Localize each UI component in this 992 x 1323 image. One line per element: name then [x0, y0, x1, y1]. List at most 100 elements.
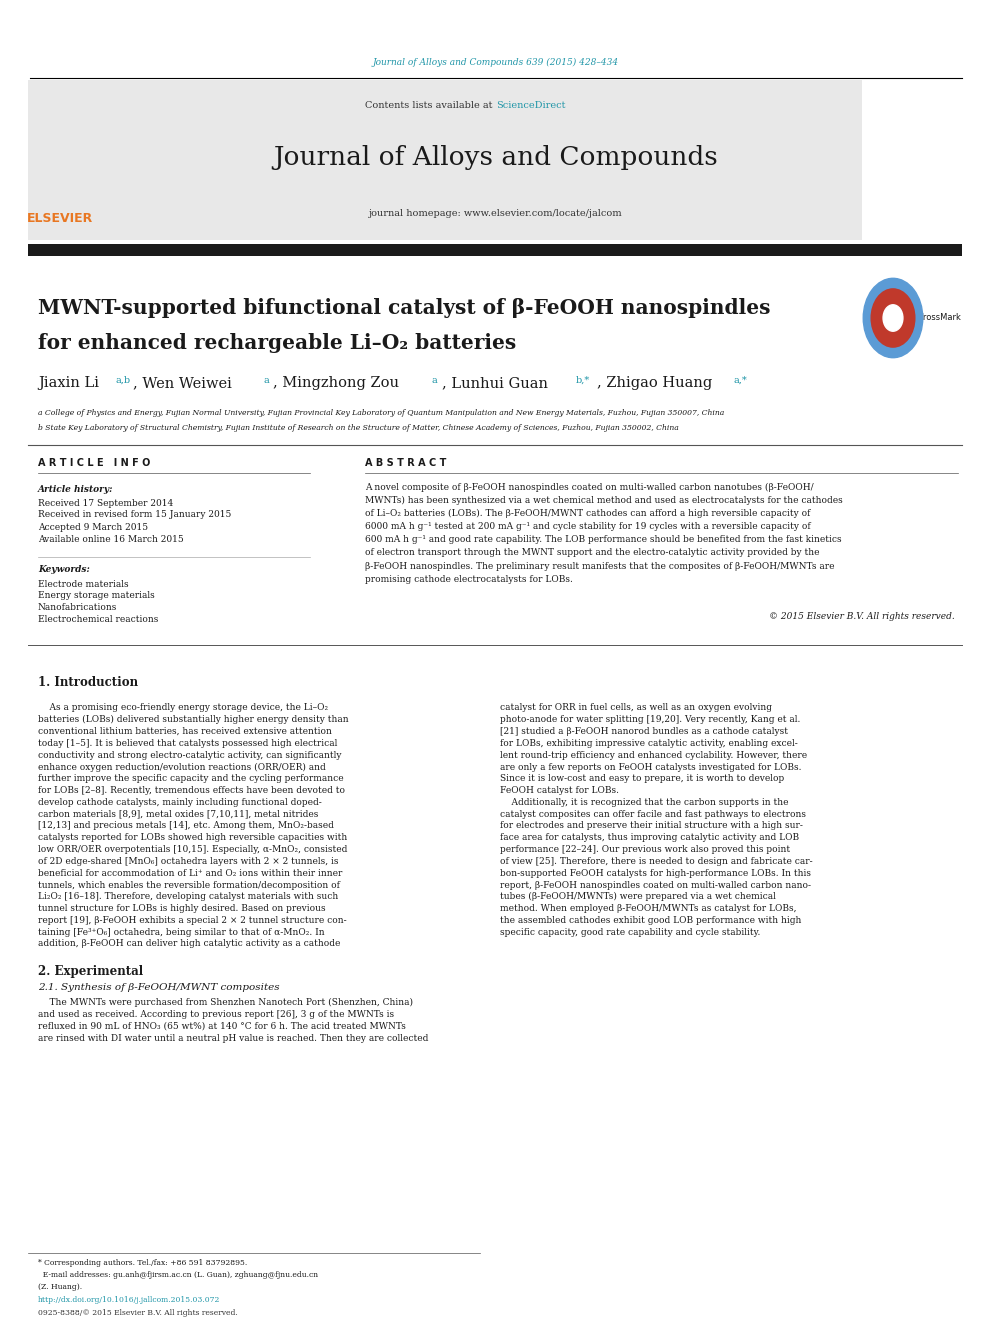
Text: tunnels, which enables the reversible formation/decomposition of: tunnels, which enables the reversible fo…: [38, 881, 340, 889]
Text: , Mingzhong Zou: , Mingzhong Zou: [273, 376, 399, 390]
Text: a College of Physics and Energy, Fujian Normal University, Fujian Provincial Key: a College of Physics and Energy, Fujian …: [38, 409, 724, 417]
Text: Received 17 September 2014: Received 17 September 2014: [38, 499, 174, 508]
Text: A novel composite of β-FeOOH nanospindles coated on multi-walled carbon nanotube: A novel composite of β-FeOOH nanospindle…: [365, 483, 813, 492]
Text: the assembled cathodes exhibit good LOB performance with high: the assembled cathodes exhibit good LOB …: [500, 916, 802, 925]
Text: addition, β-FeOOH can deliver high catalytic activity as a cathode: addition, β-FeOOH can deliver high catal…: [38, 939, 340, 949]
Text: beneficial for accommodation of Li⁺ and O₂ ions within their inner: beneficial for accommodation of Li⁺ and …: [38, 869, 342, 877]
Text: Contents lists available at: Contents lists available at: [365, 101, 496, 110]
Text: Journal of Alloys and Compounds: Journal of Alloys and Compounds: [274, 146, 718, 171]
Text: report [19], β-FeOOH exhibits a special 2 × 2 tunnel structure con-: report [19], β-FeOOH exhibits a special …: [38, 916, 346, 925]
Text: As a promising eco-friendly energy storage device, the Li–O₂: As a promising eco-friendly energy stora…: [38, 704, 328, 713]
Text: ELSEVIER: ELSEVIER: [27, 212, 93, 225]
Circle shape: [883, 304, 903, 331]
Text: 1. Introduction: 1. Introduction: [38, 676, 138, 689]
Text: a: a: [432, 376, 437, 385]
Text: method. When employed β-FeOOH/MWNTs as catalyst for LOBs,: method. When employed β-FeOOH/MWNTs as c…: [500, 904, 797, 913]
Text: Available online 16 March 2015: Available online 16 March 2015: [38, 534, 184, 544]
Text: (Z. Huang).: (Z. Huang).: [38, 1283, 82, 1291]
Text: Electrode materials: Electrode materials: [38, 579, 129, 589]
Bar: [28, 79, 862, 239]
Text: Since it is low-cost and easy to prepare, it is worth to develop: Since it is low-cost and easy to prepare…: [500, 774, 785, 783]
Text: conductivity and strong electro-catalytic activity, can significantly: conductivity and strong electro-catalyti…: [38, 750, 341, 759]
Text: for LOBs, exhibiting impressive catalytic activity, enabling excel-: for LOBs, exhibiting impressive catalyti…: [500, 740, 798, 747]
Text: Nanofabrications: Nanofabrications: [38, 603, 117, 613]
Text: MWNTs) has been synthesized via a wet chemical method and used as electrocatalys: MWNTs) has been synthesized via a wet ch…: [365, 496, 843, 505]
Text: low ORR/OER overpotentials [10,15]. Especially, α-MnO₂, consisted: low ORR/OER overpotentials [10,15]. Espe…: [38, 845, 347, 855]
Text: A B S T R A C T: A B S T R A C T: [365, 458, 446, 468]
Text: enhance oxygen reduction/evolution reactions (ORR/OER) and: enhance oxygen reduction/evolution react…: [38, 762, 325, 771]
Text: Article history:: Article history:: [38, 484, 113, 493]
Text: catalyst composites can offer facile and fast pathways to electrons: catalyst composites can offer facile and…: [500, 810, 806, 819]
Text: b State Key Laboratory of Structural Chemistry, Fujian Institute of Research on : b State Key Laboratory of Structural Che…: [38, 423, 679, 433]
Text: promising cathode electrocatalysts for LOBs.: promising cathode electrocatalysts for L…: [365, 576, 572, 583]
Text: a: a: [263, 376, 269, 385]
Text: tubes (β-FeOOH/MWNTs) were prepared via a wet chemical: tubes (β-FeOOH/MWNTs) were prepared via …: [500, 892, 776, 901]
Text: performance [22–24]. Our previous work also proved this point: performance [22–24]. Our previous work a…: [500, 845, 790, 855]
Text: carbon materials [8,9], metal oxides [7,10,11], metal nitrides: carbon materials [8,9], metal oxides [7,…: [38, 810, 318, 819]
Text: Additionally, it is recognized that the carbon supports in the: Additionally, it is recognized that the …: [500, 798, 789, 807]
Text: Energy storage materials: Energy storage materials: [38, 591, 155, 601]
Text: report, β-FeOOH nanospindles coated on multi-walled carbon nano-: report, β-FeOOH nanospindles coated on m…: [500, 881, 811, 889]
Text: ScienceDirect: ScienceDirect: [496, 101, 565, 110]
Text: FeOOH catalyst for LOBs.: FeOOH catalyst for LOBs.: [500, 786, 619, 795]
Text: taining [Fe³⁺O₆] octahedra, being similar to that of α-MnO₂. In: taining [Fe³⁺O₆] octahedra, being simila…: [38, 927, 324, 937]
Text: are only a few reports on FeOOH catalysts investigated for LOBs.: are only a few reports on FeOOH catalyst…: [500, 762, 802, 771]
Text: a,*: a,*: [734, 376, 748, 385]
Text: for LOBs [2–8]. Recently, tremendous effects have been devoted to: for LOBs [2–8]. Recently, tremendous eff…: [38, 786, 345, 795]
Text: [21] studied a β-FeOOH nanorod bundles as a cathode catalyst: [21] studied a β-FeOOH nanorod bundles a…: [500, 728, 788, 736]
Text: refluxed in 90 mL of HNO₃ (65 wt%) at 140 °C for 6 h. The acid treated MWNTs: refluxed in 90 mL of HNO₃ (65 wt%) at 14…: [38, 1021, 406, 1031]
Text: 600 mA h g⁻¹ and good rate capability. The LOB performance should be benefited f: 600 mA h g⁻¹ and good rate capability. T…: [365, 536, 841, 544]
Text: of 2D edge-shared [MnO₆] octahedra layers with 2 × 2 tunnels, is: of 2D edge-shared [MnO₆] octahedra layer…: [38, 857, 338, 865]
Text: Keywords:: Keywords:: [38, 565, 90, 574]
Text: catalysts reported for LOBs showed high reversible capacities with: catalysts reported for LOBs showed high …: [38, 833, 347, 843]
Text: of electron transport through the MWNT support and the electro-catalytic activit: of electron transport through the MWNT s…: [365, 549, 819, 557]
Text: [12,13] and precious metals [14], etc. Among them, MnO₂-based: [12,13] and precious metals [14], etc. A…: [38, 822, 334, 831]
Text: for enhanced rechargeable Li–O₂ batteries: for enhanced rechargeable Li–O₂ batterie…: [38, 333, 516, 353]
Text: © 2015 Elsevier B.V. All rights reserved.: © 2015 Elsevier B.V. All rights reserved…: [769, 613, 955, 622]
Text: Received in revised form 15 January 2015: Received in revised form 15 January 2015: [38, 511, 231, 520]
Text: E-mail addresses: gu.anh@fjirsm.ac.cn (L. Guan), zghuang@fjnu.edu.cn: E-mail addresses: gu.anh@fjirsm.ac.cn (L…: [38, 1271, 318, 1279]
Circle shape: [871, 288, 915, 347]
Text: today [1–5]. It is believed that catalysts possessed high electrical: today [1–5]. It is believed that catalys…: [38, 740, 337, 747]
Text: Jiaxin Li: Jiaxin Li: [38, 376, 99, 390]
Text: , Wen Weiwei: , Wen Weiwei: [133, 376, 232, 390]
Text: face area for catalysts, thus improving catalytic activity and LOB: face area for catalysts, thus improving …: [500, 833, 800, 843]
Text: bon-supported FeOOH catalysts for high-performance LOBs. In this: bon-supported FeOOH catalysts for high-p…: [500, 869, 811, 877]
Text: are rinsed with DI water until a neutral pH value is reached. Then they are coll: are rinsed with DI water until a neutral…: [38, 1033, 429, 1043]
Text: of view [25]. Therefore, there is needed to design and fabricate car-: of view [25]. Therefore, there is needed…: [500, 857, 812, 865]
Text: The MWNTs were purchased from Shenzhen Nanotech Port (Shenzhen, China): The MWNTs were purchased from Shenzhen N…: [38, 999, 413, 1007]
Text: a,b: a,b: [115, 376, 130, 385]
Text: lent round-trip efficiency and enhanced cyclability. However, there: lent round-trip efficiency and enhanced …: [500, 750, 807, 759]
Circle shape: [863, 278, 923, 357]
Text: 0925-8388/© 2015 Elsevier B.V. All rights reserved.: 0925-8388/© 2015 Elsevier B.V. All right…: [38, 1308, 238, 1316]
Text: catalyst for ORR in fuel cells, as well as an oxygen evolving: catalyst for ORR in fuel cells, as well …: [500, 704, 772, 713]
Text: 2. Experimental: 2. Experimental: [38, 966, 143, 978]
Text: of Li–O₂ batteries (LOBs). The β-FeOOH/MWNT cathodes can afford a high reversibl: of Li–O₂ batteries (LOBs). The β-FeOOH/M…: [365, 509, 810, 519]
Text: , Zhigao Huang: , Zhigao Huang: [597, 376, 712, 390]
Text: for electrodes and preserve their initial structure with a high sur-: for electrodes and preserve their initia…: [500, 822, 803, 831]
Text: * Corresponding authors. Tel./fax: +86 591 83792895.: * Corresponding authors. Tel./fax: +86 5…: [38, 1259, 247, 1267]
Text: tunnel structure for LOBs is highly desired. Based on previous: tunnel structure for LOBs is highly desi…: [38, 904, 325, 913]
Text: A R T I C L E   I N F O: A R T I C L E I N F O: [38, 458, 151, 468]
Text: specific capacity, good rate capability and cycle stability.: specific capacity, good rate capability …: [500, 927, 761, 937]
Text: , Lunhui Guan: , Lunhui Guan: [442, 376, 548, 390]
Text: Electrochemical reactions: Electrochemical reactions: [38, 615, 159, 624]
Text: Li₂O₂ [16–18]. Therefore, developing catalyst materials with such: Li₂O₂ [16–18]. Therefore, developing cat…: [38, 892, 338, 901]
Text: http://dx.doi.org/10.1016/j.jallcom.2015.03.072: http://dx.doi.org/10.1016/j.jallcom.2015…: [38, 1297, 220, 1304]
Text: batteries (LOBs) delivered substantially higher energy density than: batteries (LOBs) delivered substantially…: [38, 716, 348, 725]
Text: 6000 mA h g⁻¹ tested at 200 mA g⁻¹ and cycle stability for 19 cycles with a reve: 6000 mA h g⁻¹ tested at 200 mA g⁻¹ and c…: [365, 523, 810, 531]
Text: b,*: b,*: [576, 376, 590, 385]
Text: 2.1. Synthesis of β-FeOOH/MWNT composites: 2.1. Synthesis of β-FeOOH/MWNT composite…: [38, 983, 280, 992]
Text: Journal of Alloys and Compounds 639 (2015) 428–434: Journal of Alloys and Compounds 639 (201…: [373, 57, 619, 66]
Text: photo-anode for water splitting [19,20]. Very recently, Kang et al.: photo-anode for water splitting [19,20].…: [500, 716, 801, 724]
Text: β-FeOOH nanospindles. The preliminary result manifests that the composites of β-: β-FeOOH nanospindles. The preliminary re…: [365, 562, 834, 570]
Text: CrossMark: CrossMark: [918, 314, 962, 323]
Text: MWNT-supported bifunctional catalyst of β-FeOOH nanospindles: MWNT-supported bifunctional catalyst of …: [38, 298, 771, 318]
Text: journal homepage: www.elsevier.com/locate/jalcom: journal homepage: www.elsevier.com/locat…: [369, 209, 623, 217]
Text: conventional lithium batteries, has received extensive attention: conventional lithium batteries, has rece…: [38, 728, 332, 736]
Text: and used as received. According to previous report [26], 3 g of the MWNTs is: and used as received. According to previ…: [38, 1009, 394, 1019]
Bar: [28, 243, 962, 255]
Text: further improve the specific capacity and the cycling performance: further improve the specific capacity an…: [38, 774, 343, 783]
Text: develop cathode catalysts, mainly including functional doped-: develop cathode catalysts, mainly includ…: [38, 798, 321, 807]
Text: Accepted 9 March 2015: Accepted 9 March 2015: [38, 523, 148, 532]
